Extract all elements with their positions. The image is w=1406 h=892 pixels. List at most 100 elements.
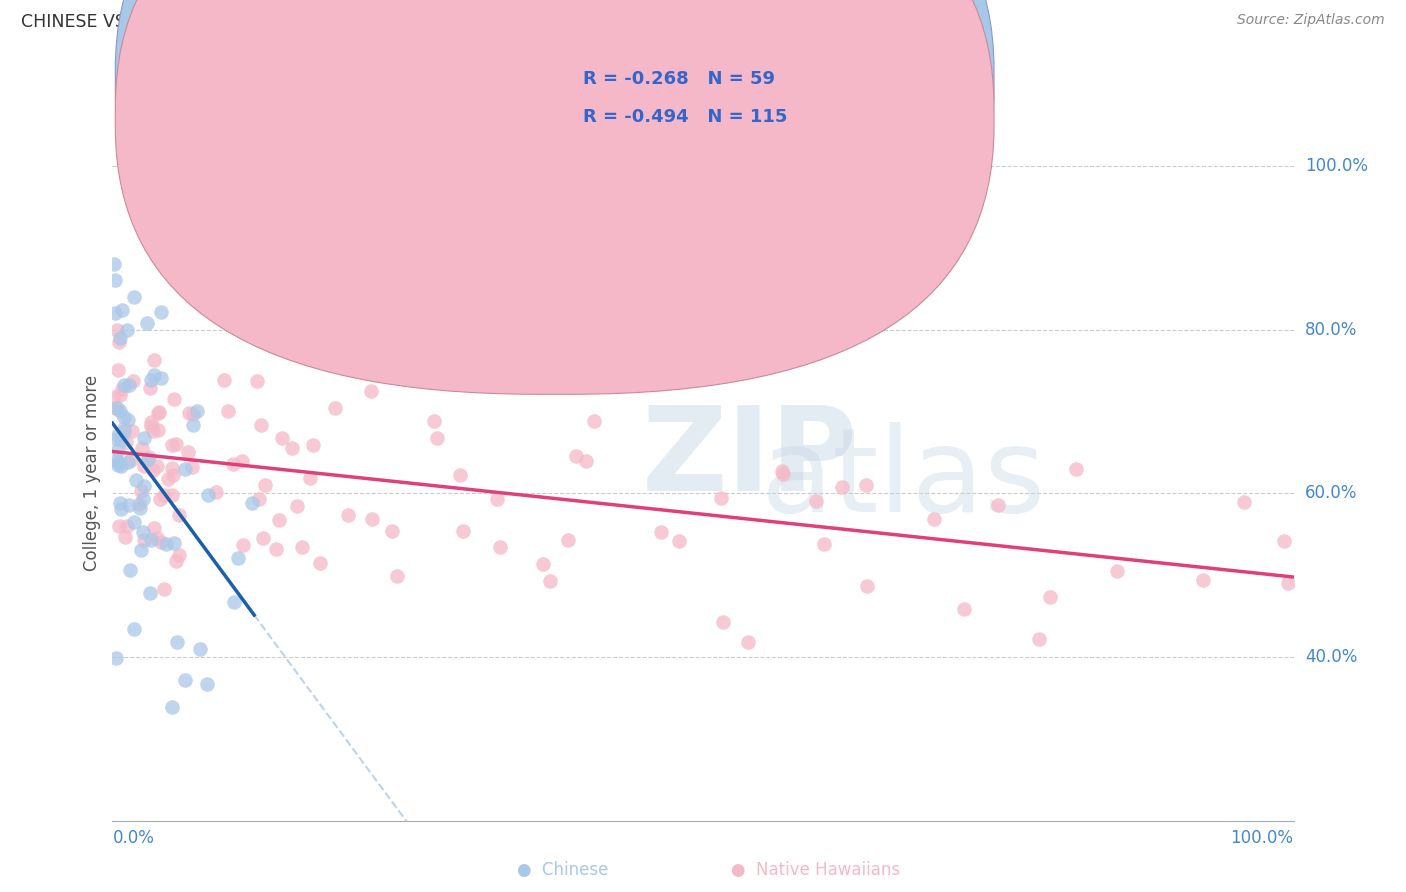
Point [115,324,138,338]
Point [385,568,408,582]
Point [129,542,152,557]
Point [1028,632,1050,647]
Point [1277,576,1299,591]
Point [122,290,145,304]
Point [134,478,156,492]
Point [142,368,165,383]
Y-axis label: College, 1 year or more: College, 1 year or more [83,375,101,571]
Point [139,418,162,433]
Point [132,525,155,540]
Point [242,495,264,509]
Point [217,404,239,418]
Point [190,642,212,657]
Point [108,388,131,402]
Point [150,371,173,385]
Point [323,401,346,415]
Point [105,432,128,446]
Point [122,375,145,389]
Point [115,519,138,533]
Point [534,368,557,383]
Point [138,381,160,395]
Point [124,516,146,530]
Text: 100.0%: 100.0% [1230,829,1294,847]
Point [143,352,166,367]
Point [162,468,184,483]
Point [1105,564,1128,578]
Point [174,673,197,687]
Point [107,428,129,442]
Point [247,492,270,507]
Point [103,390,125,404]
Text: 60.0%: 60.0% [1305,484,1358,502]
Point [110,459,132,474]
Point [121,452,143,467]
Point [952,602,974,616]
Point [108,496,131,510]
Point [153,488,176,502]
Point [360,384,382,398]
Point [264,542,287,557]
Point [246,374,269,388]
Point [110,330,132,344]
Point [737,635,759,649]
Point [117,413,139,427]
Text: R = -0.494   N = 115: R = -0.494 N = 115 [583,108,787,126]
Point [146,406,169,420]
Point [167,508,190,523]
Point [149,492,172,507]
Point [177,445,200,459]
Point [118,498,141,512]
Point [107,458,129,473]
Point [183,407,205,421]
Point [772,467,794,482]
Point [381,524,404,538]
Text: 80.0%: 80.0% [1305,320,1358,339]
Point [104,401,127,416]
Point [531,557,554,571]
Point [489,540,512,554]
Point [451,524,474,538]
Point [299,298,322,312]
Point [281,441,304,455]
Point [146,459,169,474]
Point [105,651,128,665]
Point [131,442,153,456]
Point [134,431,156,445]
Point [204,485,226,500]
Point [582,414,605,428]
Point [110,501,132,516]
Point [538,574,561,589]
Point [150,534,173,549]
Point [111,382,134,396]
Point [139,586,162,600]
Point [269,513,291,527]
Point [141,373,163,387]
Point [287,499,309,513]
Point [146,423,169,437]
Point [336,508,359,523]
Point [121,425,143,439]
Point [181,417,204,432]
Point [212,373,235,387]
Point [831,480,853,494]
Text: 40.0%: 40.0% [1305,648,1358,666]
Point [252,532,274,546]
Point [136,452,159,467]
Point [129,484,152,499]
Point [107,363,129,377]
Text: atlas: atlas [761,422,1046,537]
Point [132,459,155,474]
Point [426,431,449,445]
Point [107,442,129,457]
Point [141,533,163,548]
Point [423,414,446,428]
Point [111,303,134,318]
Point [987,498,1010,512]
Point [150,304,173,318]
Point [104,273,127,287]
Point [108,519,131,533]
Point [181,460,204,475]
Point [1191,574,1213,588]
Point [166,635,188,649]
Point [319,344,342,359]
